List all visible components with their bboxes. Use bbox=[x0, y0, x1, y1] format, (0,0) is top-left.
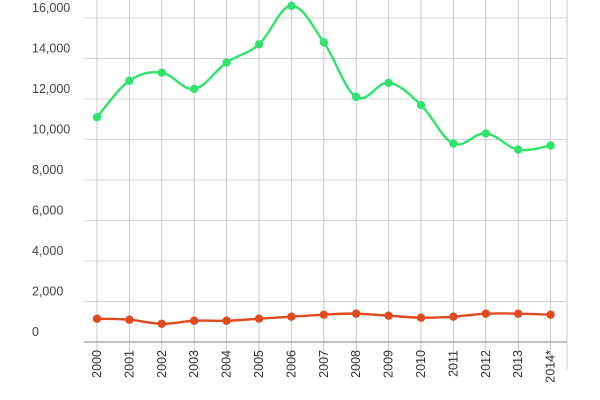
data-point bbox=[92, 314, 102, 323]
x-tick-label: 2001 bbox=[122, 350, 136, 378]
data-point bbox=[287, 1, 296, 11]
x-tick-label: 2012 bbox=[479, 350, 493, 378]
data-point bbox=[254, 40, 264, 49]
y-tick-label: 12,000 bbox=[32, 82, 70, 96]
data-point bbox=[190, 316, 199, 325]
y-tick-label: 4,000 bbox=[32, 244, 63, 258]
data-point bbox=[514, 145, 523, 154]
y-tick-label: 6,000 bbox=[32, 204, 63, 218]
data-point bbox=[157, 319, 166, 328]
data-point bbox=[125, 315, 134, 324]
x-tick-label: 2009 bbox=[382, 350, 396, 378]
data-point bbox=[319, 310, 328, 319]
data-point bbox=[190, 84, 199, 94]
x-axis-ticks: 2000 2001 2002 2003 2004 2005 2006 2007 2008 2009… bbox=[90, 350, 558, 383]
series-1 bbox=[92, 1, 555, 154]
x-tick-label: 2003 bbox=[187, 350, 201, 378]
y-tick-label: 8,000 bbox=[32, 163, 63, 177]
data-point bbox=[514, 309, 523, 318]
data-point bbox=[125, 76, 134, 85]
data-point bbox=[157, 68, 166, 77]
data-point bbox=[222, 58, 231, 67]
data-point bbox=[481, 129, 490, 138]
grid bbox=[84, 0, 568, 370]
x-tick-label: 2008 bbox=[349, 350, 363, 378]
data-point bbox=[384, 311, 393, 320]
x-tick-label: 2006 bbox=[284, 350, 298, 378]
x-tick-label: 2002 bbox=[155, 350, 169, 378]
data-point bbox=[254, 314, 264, 323]
x-tick-label: 2005 bbox=[252, 350, 266, 378]
data-point bbox=[416, 100, 426, 110]
y-tick-label: 16,000 bbox=[32, 1, 70, 15]
y-tick-label: 0 bbox=[32, 325, 39, 339]
data-point bbox=[416, 313, 426, 322]
x-tick-label: 2007 bbox=[317, 350, 331, 378]
y-tick-label: 10,000 bbox=[32, 123, 70, 137]
data-point bbox=[352, 309, 361, 318]
data-point bbox=[352, 92, 361, 102]
data-point bbox=[449, 312, 458, 321]
data-point bbox=[384, 78, 393, 88]
data-point bbox=[287, 312, 296, 321]
data-point bbox=[319, 38, 328, 47]
x-tick-label: 2013 bbox=[511, 350, 525, 378]
data-point bbox=[92, 113, 102, 122]
data-point bbox=[449, 139, 458, 148]
y-tick-label: 14,000 bbox=[32, 42, 70, 56]
y-tick-label: 2,000 bbox=[32, 285, 63, 299]
x-tick-label: 2011 bbox=[446, 350, 460, 377]
x-tick-label: 2000 bbox=[90, 350, 104, 378]
x-tick-label: 2004 bbox=[220, 350, 234, 378]
y-axis-ticks: 0 2,000 4,000 6,000 8,000 10,000 12,000 14,000 1… bbox=[32, 1, 70, 339]
x-tick-label: 2010 bbox=[414, 350, 428, 378]
data-point bbox=[546, 310, 555, 319]
data-point bbox=[222, 316, 231, 325]
data-point bbox=[546, 141, 555, 150]
series-2 bbox=[92, 309, 555, 328]
series-layer bbox=[92, 1, 555, 328]
x-tick-label: 2014* bbox=[544, 350, 558, 383]
data-point bbox=[481, 309, 490, 318]
